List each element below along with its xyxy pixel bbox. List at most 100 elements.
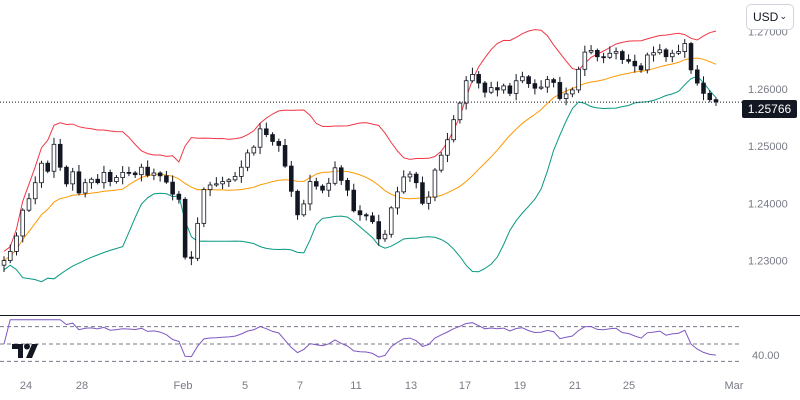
candle — [157, 171, 163, 182]
time-tick-label: Mar — [725, 380, 744, 392]
time-tick-label: 19 — [514, 380, 526, 392]
candle — [270, 132, 275, 146]
candle — [95, 174, 100, 185]
candle-body — [445, 139, 450, 156]
candle-body — [563, 93, 569, 99]
candle-body — [482, 82, 488, 93]
candle — [20, 208, 26, 243]
candle — [76, 164, 82, 196]
price-tick-label: 1.23000 — [748, 256, 788, 268]
candle-body — [270, 134, 275, 142]
candle — [51, 137, 57, 178]
candle-body — [713, 99, 719, 103]
candle — [264, 122, 269, 138]
candle-body — [576, 68, 581, 91]
candle — [395, 186, 400, 215]
candle — [495, 81, 500, 97]
candle-body — [89, 178, 94, 184]
candle-body — [463, 80, 469, 104]
candle-body — [320, 185, 325, 191]
candle — [538, 80, 544, 90]
candle-body — [345, 180, 350, 191]
candle-body — [370, 215, 375, 223]
candle-body — [645, 54, 650, 71]
candle — [70, 167, 75, 191]
candle — [257, 123, 263, 155]
candle-body — [638, 65, 644, 71]
candle-body — [470, 74, 475, 82]
candle-body — [132, 172, 138, 176]
time-tick-label: Feb — [174, 380, 193, 392]
candle-body — [626, 59, 631, 62]
candle-body — [76, 171, 82, 194]
candle — [226, 178, 232, 187]
candle-body — [120, 171, 125, 178]
candle — [582, 45, 588, 77]
candle-body — [682, 43, 688, 52]
candle-body — [538, 86, 544, 89]
candle — [407, 171, 413, 182]
candle-body — [95, 178, 100, 184]
time-tick-label: 17 — [459, 380, 471, 392]
currency-dropdown[interactable]: USD ⌄ — [746, 4, 794, 30]
candle-body — [282, 145, 288, 167]
candle-body — [507, 85, 513, 94]
candle-body — [220, 181, 225, 185]
candle — [351, 183, 357, 213]
candle — [101, 165, 107, 189]
candle — [601, 52, 606, 64]
candle-body — [401, 176, 406, 193]
candle-body — [326, 182, 332, 191]
candle-body — [457, 102, 463, 121]
candle-body — [39, 162, 44, 184]
time-axis[interactable]: 24 28 Feb 5 7 11 13 17 19 21 25 Mar — [20, 380, 744, 392]
candle — [170, 175, 175, 201]
candle — [688, 41, 694, 74]
candle-body — [164, 175, 169, 183]
candle-body — [45, 162, 50, 172]
candle-body — [657, 49, 663, 54]
candle — [620, 49, 625, 65]
candle — [32, 176, 38, 205]
candle-body — [20, 209, 26, 237]
time-tick-label: 5 — [242, 380, 248, 392]
candle-body — [551, 79, 556, 83]
candle-body — [351, 189, 357, 212]
candle-body — [182, 198, 188, 258]
candle — [220, 176, 225, 190]
candle — [195, 217, 200, 262]
candle-body — [26, 198, 32, 211]
candle-body — [363, 214, 369, 217]
candle-body — [688, 43, 694, 71]
candle-body — [438, 154, 444, 171]
candle — [345, 177, 350, 197]
candle — [488, 81, 494, 95]
candle — [607, 46, 613, 59]
candle — [295, 189, 300, 220]
time-tick-label: 13 — [405, 380, 417, 392]
candle — [326, 177, 332, 197]
candle — [507, 82, 513, 97]
candle-body — [520, 76, 525, 82]
candle — [570, 87, 575, 98]
candle — [557, 76, 563, 101]
candle — [651, 46, 656, 62]
candle — [476, 71, 481, 89]
candle-body — [1, 260, 7, 266]
price-pane[interactable] — [0, 29, 800, 316]
candle — [701, 76, 706, 101]
candle — [707, 90, 713, 103]
candle-body — [632, 60, 638, 67]
candle — [107, 169, 113, 187]
candle — [189, 251, 194, 266]
candle — [151, 168, 157, 181]
candle — [532, 79, 538, 95]
candle — [207, 181, 213, 197]
bollinger-basis-line — [3, 57, 717, 262]
candle — [670, 49, 675, 63]
candle-body — [307, 181, 313, 205]
candle — [114, 175, 119, 184]
rsi-pane[interactable]: 40.00 — [0, 319, 780, 362]
